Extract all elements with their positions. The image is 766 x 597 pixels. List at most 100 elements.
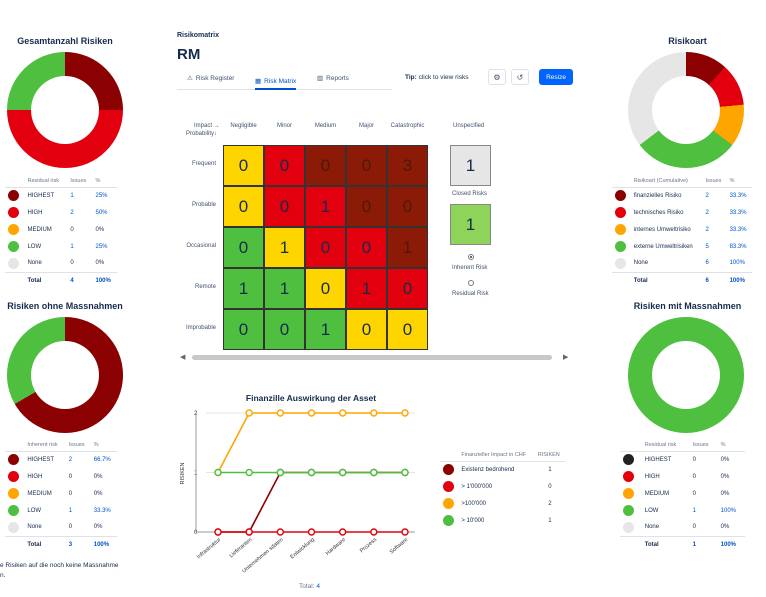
legend-row[interactable]: HIGH 0 0% <box>5 468 117 485</box>
legend-row[interactable]: >100'000 2 <box>440 495 565 512</box>
matrix-cell[interactable]: 0 <box>223 309 264 350</box>
matrix-cell[interactable]: 0 <box>223 227 264 268</box>
donut-chart-total[interactable] <box>7 52 123 168</box>
legend-issues[interactable]: 0 <box>68 473 73 480</box>
settings-button[interactable]: ⚙ <box>488 69 506 85</box>
matrix-cell[interactable]: 3 <box>387 145 428 186</box>
legend-row[interactable]: None 0 0% <box>5 519 117 536</box>
legend-issues[interactable]: 0 <box>70 260 74 267</box>
matrix-cell[interactable]: 1 <box>346 268 387 309</box>
matrix-cell[interactable]: 1 <box>305 309 346 350</box>
legend-issues[interactable]: 2 <box>705 226 709 233</box>
series-point <box>245 528 253 536</box>
legend-issues[interactable]: 1 <box>548 517 552 524</box>
legend-issues[interactable]: 0 <box>68 490 73 497</box>
legend-row[interactable]: HIGHEST 2 66.7% <box>5 451 117 468</box>
legend-issues[interactable]: 0 <box>692 456 696 463</box>
legend-issues[interactable]: 1 <box>692 507 696 514</box>
legend-issues[interactable]: 1 <box>70 243 74 250</box>
legend-total-issues[interactable]: 6 <box>702 271 727 289</box>
scroll-right-arrow[interactable]: ▶ <box>563 354 569 361</box>
closed-risks-cell[interactable]: 1 <box>450 204 491 245</box>
panel-title-total: Gesamtanzahl Risiken <box>17 36 113 46</box>
legend-issues[interactable]: 0 <box>70 226 74 233</box>
matrix-cell[interactable]: 0 <box>223 186 264 227</box>
unspecified-cell[interactable]: 1 <box>450 145 491 186</box>
legend-row[interactable]: None 6 100% <box>612 255 752 272</box>
legend-row[interactable]: technisches Risiko 2 33.3% <box>612 204 752 221</box>
legend-label: None <box>644 524 660 531</box>
legend-issues[interactable]: 2 <box>70 209 74 216</box>
matrix-cell[interactable]: 1 <box>387 227 428 268</box>
legend-row[interactable]: finanzielles Risiko 2 33.3% <box>612 187 752 204</box>
tab-bar: ⚠ Risk Register ▦ Risk Matrix ▥ Reports <box>177 70 392 90</box>
matrix-cell[interactable]: 1 <box>305 186 346 227</box>
series-line <box>218 471 405 533</box>
inherent-risk-radio[interactable] <box>468 254 474 260</box>
legend-issues[interactable]: 2 <box>548 500 552 507</box>
legend-row[interactable]: MEDIUM 0 0% <box>620 485 745 502</box>
legend-row[interactable]: Existenz bedrohend 1 <box>440 461 565 478</box>
legend-row[interactable]: None 0 0% <box>620 519 745 536</box>
legend-row[interactable]: HIGH 2 50% <box>5 204 117 221</box>
legend-total-issues[interactable]: 4 <box>67 271 93 289</box>
legend-issues[interactable]: 5 <box>705 243 709 250</box>
tab-reports[interactable]: ▥ Reports <box>317 74 349 83</box>
legend-row[interactable]: HIGH 0 0% <box>620 468 745 485</box>
donut-chart-mit[interactable] <box>628 317 744 433</box>
legend-issues[interactable]: 1 <box>68 507 73 514</box>
legend-row[interactable]: LOW 1 33.3% <box>5 502 117 519</box>
legend-issues[interactable]: 0 <box>692 473 696 480</box>
donut-chart-art[interactable] <box>628 52 744 168</box>
matrix-cell[interactable]: 1 <box>264 268 305 309</box>
legend-row[interactable]: MEDIUM 0 0% <box>5 485 117 502</box>
matrix-cell[interactable]: 0 <box>223 145 264 186</box>
legend-total-issues[interactable]: 3 <box>65 535 91 553</box>
legend-issues[interactable]: 2 <box>705 192 709 199</box>
matrix-cell[interactable]: 0 <box>305 268 346 309</box>
matrix-cell[interactable]: 0 <box>346 186 387 227</box>
matrix-cell[interactable]: 0 <box>264 309 305 350</box>
tab-risk-matrix[interactable]: ▦ Risk Matrix <box>255 74 297 90</box>
legend-row[interactable]: MEDIUM 0 0% <box>5 221 117 238</box>
matrix-cell[interactable]: 0 <box>346 309 387 350</box>
legend-row[interactable]: LOW 1 100% <box>620 502 745 519</box>
matrix-cell[interactable]: 1 <box>223 268 264 309</box>
legend-row[interactable]: > 10'000 1 <box>440 512 565 529</box>
matrix-cell[interactable]: 0 <box>346 145 387 186</box>
resize-button[interactable]: Resize <box>539 69 573 85</box>
legend-row[interactable]: internes Umweltrisiko 2 33.3% <box>612 221 752 238</box>
matrix-cell[interactable]: 0 <box>387 309 428 350</box>
matrix-cell[interactable]: 0 <box>305 227 346 268</box>
matrix-cell[interactable]: 0 <box>387 268 428 309</box>
legend-issues[interactable]: 2 <box>705 209 709 216</box>
matrix-cell[interactable]: 0 <box>264 186 305 227</box>
donut-chart-ohne[interactable] <box>7 317 123 433</box>
legend-row[interactable]: None 0 0% <box>5 255 117 272</box>
matrix-cell[interactable]: 0 <box>305 145 346 186</box>
undo-button[interactable]: ↺ <box>511 69 529 85</box>
matrix-cell[interactable]: 1 <box>264 227 305 268</box>
matrix-cell[interactable]: 0 <box>346 227 387 268</box>
legend-row[interactable]: HIGHEST 0 0% <box>620 451 745 468</box>
legend-row[interactable]: HIGHEST 1 25% <box>5 187 117 204</box>
legend-row[interactable]: LOW 1 25% <box>5 238 117 255</box>
legend-issues[interactable]: 2 <box>68 456 73 463</box>
legend-row[interactable]: externe Umweltrisiken 5 83.3% <box>612 238 752 255</box>
residual-risk-radio[interactable] <box>468 280 474 286</box>
legend-issues[interactable]: 1 <box>548 466 552 473</box>
matrix-cell[interactable]: 0 <box>264 145 305 186</box>
legend-total-issues[interactable]: 1 <box>689 535 718 553</box>
legend-row[interactable]: > 1'000'000 0 <box>440 478 565 495</box>
legend-issues[interactable]: 0 <box>692 524 696 531</box>
legend-issues[interactable]: 1 <box>70 192 74 199</box>
legend-issues[interactable]: 0 <box>692 490 696 497</box>
legend-issues[interactable]: 6 <box>705 260 709 267</box>
legend-issues[interactable]: 0 <box>68 524 73 531</box>
matrix-cell[interactable]: 0 <box>387 186 428 227</box>
breadcrumb[interactable]: Risikomatrix <box>177 32 220 39</box>
legend-issues[interactable]: 0 <box>548 483 552 490</box>
scroll-left-arrow[interactable]: ◀ <box>180 354 186 361</box>
tab-risk-register[interactable]: ⚠ Risk Register <box>187 74 235 83</box>
horizontal-scrollbar[interactable] <box>192 355 552 360</box>
